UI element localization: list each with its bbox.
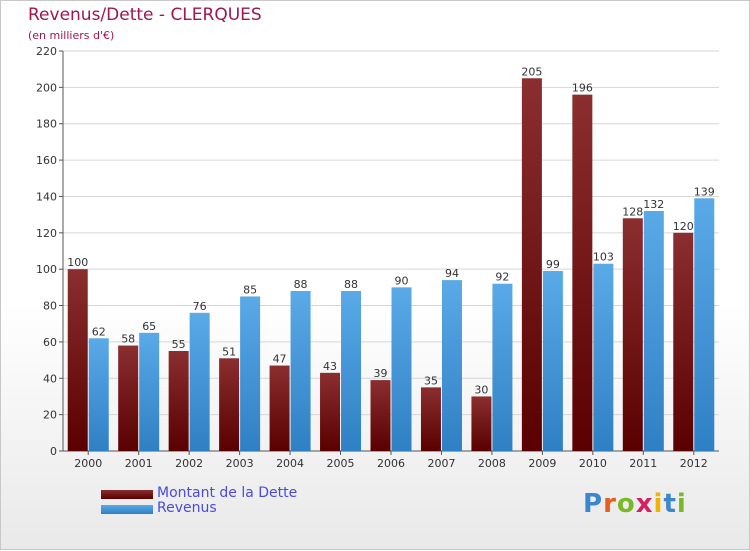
bar-revenue	[139, 332, 160, 451]
y-tick-label: 200	[36, 81, 57, 94]
logo-letter: x	[635, 489, 654, 519]
bar-revenue	[593, 263, 614, 451]
chart-subtitle: (en milliers d'€)	[28, 29, 115, 42]
bar-debt	[219, 358, 240, 451]
y-tick-label: 80	[43, 300, 57, 313]
x-tick-label: 2004	[276, 457, 304, 470]
x-tick-label: 2005	[327, 457, 355, 470]
bar-debt	[118, 345, 139, 451]
logo-letter: o	[616, 489, 636, 519]
y-tick-label: 220	[36, 45, 57, 58]
data-label-revenue: 85	[243, 283, 257, 296]
data-label-debt: 128	[622, 205, 643, 218]
logo-letter: P	[583, 489, 604, 519]
data-label-revenue: 99	[546, 258, 560, 271]
bar-revenue	[441, 280, 462, 451]
x-tick-label: 2006	[377, 457, 405, 470]
bar-revenue	[290, 291, 311, 451]
y-tick-label: 120	[36, 227, 57, 240]
data-label-revenue: 88	[344, 278, 358, 291]
bar-revenue	[542, 271, 563, 451]
data-label-revenue: 92	[495, 271, 509, 284]
bar-debt	[269, 365, 290, 451]
x-tick-label: 2012	[680, 457, 708, 470]
x-tick-label: 2001	[125, 457, 153, 470]
x-tick-label: 2000	[74, 457, 102, 470]
bar-revenue	[694, 198, 715, 451]
y-tick-label: 40	[43, 372, 57, 385]
data-label-debt: 30	[474, 383, 488, 396]
bar-debt	[420, 387, 441, 451]
y-tick-label: 20	[43, 409, 57, 422]
grid-lines	[63, 50, 719, 452]
data-label-debt: 43	[323, 360, 337, 373]
logo-letter: r	[603, 489, 617, 519]
bar-debt	[168, 351, 189, 451]
x-tick-label: 2010	[579, 457, 607, 470]
data-label-revenue: 90	[395, 274, 409, 287]
y-tick-label: 160	[36, 154, 57, 167]
logo-letter: i	[676, 489, 687, 519]
y-tick-label: 140	[36, 190, 57, 203]
bar-debt	[572, 94, 593, 452]
data-label-debt: 51	[222, 345, 236, 358]
data-label-revenue: 94	[445, 267, 459, 280]
bar-revenue	[391, 287, 412, 451]
bar-debt	[471, 396, 492, 451]
data-label-debt: 55	[172, 338, 186, 351]
x-tick-label: 2007	[427, 457, 455, 470]
logo-letter: i	[653, 489, 664, 519]
data-label-debt: 100	[67, 256, 88, 269]
x-tick-label: 2008	[478, 457, 506, 470]
bar-revenue	[643, 211, 664, 451]
data-label-revenue: 103	[593, 251, 614, 264]
chart-title: Revenus/Dette - CLERQUES	[28, 5, 262, 25]
bar-debt	[673, 232, 694, 451]
bar-debt	[622, 218, 643, 451]
bar-revenue	[240, 296, 261, 451]
x-tick-label: 2009	[528, 457, 556, 470]
data-label-debt: 205	[521, 65, 542, 78]
y-tick-label: 100	[36, 263, 57, 276]
x-tick-label: 2003	[226, 457, 254, 470]
legend-swatch-debt	[101, 490, 153, 499]
labels: 0 20 40 60 80 100 120 140 160 180 200 220 2000 100 62 2…	[36, 45, 715, 470]
bar-debt	[320, 372, 341, 451]
legend-swatch-revenue	[101, 505, 153, 514]
data-label-debt: 39	[374, 367, 388, 380]
proxiti-logo: Proxiti	[583, 489, 687, 519]
bars	[67, 78, 715, 452]
data-label-revenue: 88	[294, 278, 308, 291]
bar-debt	[67, 269, 88, 451]
data-label-revenue: 65	[142, 320, 156, 333]
bar-revenue	[189, 312, 210, 451]
x-tick-label: 2011	[629, 457, 657, 470]
data-label-debt: 58	[121, 333, 135, 346]
bar-revenue	[341, 291, 362, 451]
legend-label-revenue: Revenus	[157, 500, 217, 516]
bar-debt	[370, 380, 391, 451]
y-tick-label: 180	[36, 118, 57, 131]
data-label-debt: 196	[572, 82, 593, 95]
data-label-debt: 120	[673, 220, 694, 233]
bar-revenue	[492, 283, 513, 451]
legend-label-debt: Montant de la Dette	[157, 485, 298, 501]
y-tick-label: 60	[43, 336, 57, 349]
bar-revenue	[88, 338, 109, 451]
data-label-revenue: 76	[193, 300, 207, 313]
data-label-revenue: 132	[643, 198, 664, 211]
data-label-debt: 35	[424, 374, 438, 387]
bar-debt	[521, 78, 542, 451]
logo-letter: t	[663, 489, 677, 519]
y-tick-label: 0	[50, 445, 57, 458]
data-label-revenue: 139	[694, 185, 715, 198]
data-label-revenue: 62	[92, 325, 106, 338]
x-tick-label: 2002	[175, 457, 203, 470]
data-label-debt: 47	[273, 353, 287, 366]
